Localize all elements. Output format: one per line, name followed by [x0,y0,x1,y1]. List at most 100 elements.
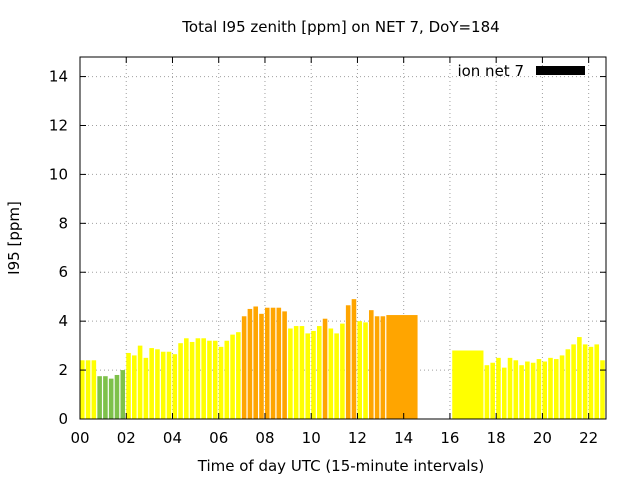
bar-17 [178,343,183,419]
bar-30 [253,306,258,419]
x-tick-label: 02 [117,429,136,447]
x-tick-label: 12 [348,429,367,447]
bar-65 [542,361,547,419]
x-tick-label: 04 [163,429,182,447]
x-tick-label: 08 [255,429,274,447]
x-tick-label: 14 [394,429,413,447]
bar-20 [195,338,201,419]
plot-frame [79,56,607,420]
bar-70 [571,344,576,419]
bar-55 [484,365,490,419]
bar-40 [311,330,316,419]
x-tick-label: 06 [209,429,228,447]
bar-47 [351,299,357,419]
bar-31 [259,313,264,419]
bar-69 [565,349,571,419]
grid-lines [80,57,606,419]
bar-67 [553,359,559,419]
bar-75 [600,360,605,419]
bar-2 [91,360,97,419]
bar-54 [452,350,484,419]
bar-64 [536,359,542,419]
x-tick-label: 18 [487,429,506,447]
bar-63 [530,362,536,419]
bar-66 [548,357,553,419]
y-tick-label: 14 [49,68,68,86]
bar-21 [201,338,206,419]
x-tick-label: 20 [533,429,552,447]
bar-6 [114,374,120,419]
bar-7 [120,370,126,419]
bar-1 [85,360,91,419]
bar-49 [363,322,368,419]
chart-title: Total I95 zenith [ppm] on NET 7, DoY=184 [181,18,499,36]
x-tick-label: 22 [579,429,598,447]
bar-42 [322,318,328,419]
bar-0 [80,360,85,419]
bar-61 [519,365,524,419]
bar-32 [264,307,270,419]
bar-50 [369,310,374,419]
bar-3 [97,376,102,419]
bars-group [80,299,605,419]
x-tick-label: 16 [440,429,459,447]
bar-35 [282,311,287,419]
bar-52 [380,316,386,419]
bar-12 [149,348,154,419]
bar-28 [241,316,247,419]
bar-68 [559,355,565,419]
legend: ion net 7 [457,62,585,80]
legend-swatch [536,66,585,75]
bar-18 [184,338,189,419]
bar-19 [189,341,195,419]
x-axis-label: Time of day UTC (15-minute intervals) [197,457,484,475]
bar-10 [137,345,143,419]
bar-57 [496,357,501,419]
y-tick-label: 10 [49,165,68,183]
bar-48 [357,321,363,419]
x-tick-label: 00 [70,429,89,447]
bar-37 [293,326,299,419]
bar-22 [207,340,212,419]
x-tick-label: 10 [302,429,321,447]
bar-46 [345,305,351,419]
bar-33 [270,307,276,419]
bar-59 [507,357,513,419]
y-tick-label: 2 [58,361,68,379]
bar-13 [155,349,160,419]
bar-16 [172,354,178,419]
bar-15 [166,351,172,419]
bar-34 [276,307,282,419]
bar-43 [328,328,334,419]
bar-58 [501,367,507,419]
bar-73 [588,346,594,419]
bar-74 [594,344,600,419]
y-tick-label: 6 [58,263,68,281]
bar-9 [132,355,137,419]
y-tick-label: 12 [49,116,68,134]
bar-11 [143,357,149,419]
bar-25 [224,340,230,419]
y-tick-label: 8 [58,214,68,232]
bar-62 [525,361,530,419]
bar-72 [582,344,588,419]
bar-38 [299,326,305,419]
bar-4 [103,376,108,419]
bar-14 [160,351,166,419]
bar-29 [247,308,253,419]
bar-41 [316,326,322,419]
bar-56 [490,362,495,419]
bar-51 [374,316,380,419]
bar-44 [334,333,339,419]
bar-60 [513,360,519,419]
bar-26 [230,334,235,419]
bar-45 [340,323,345,419]
bar-71 [577,337,582,419]
bar-8 [126,352,131,419]
bar-53 [386,315,418,419]
bar-36 [288,328,293,419]
bar-23 [212,340,218,419]
bar-39 [305,333,311,419]
